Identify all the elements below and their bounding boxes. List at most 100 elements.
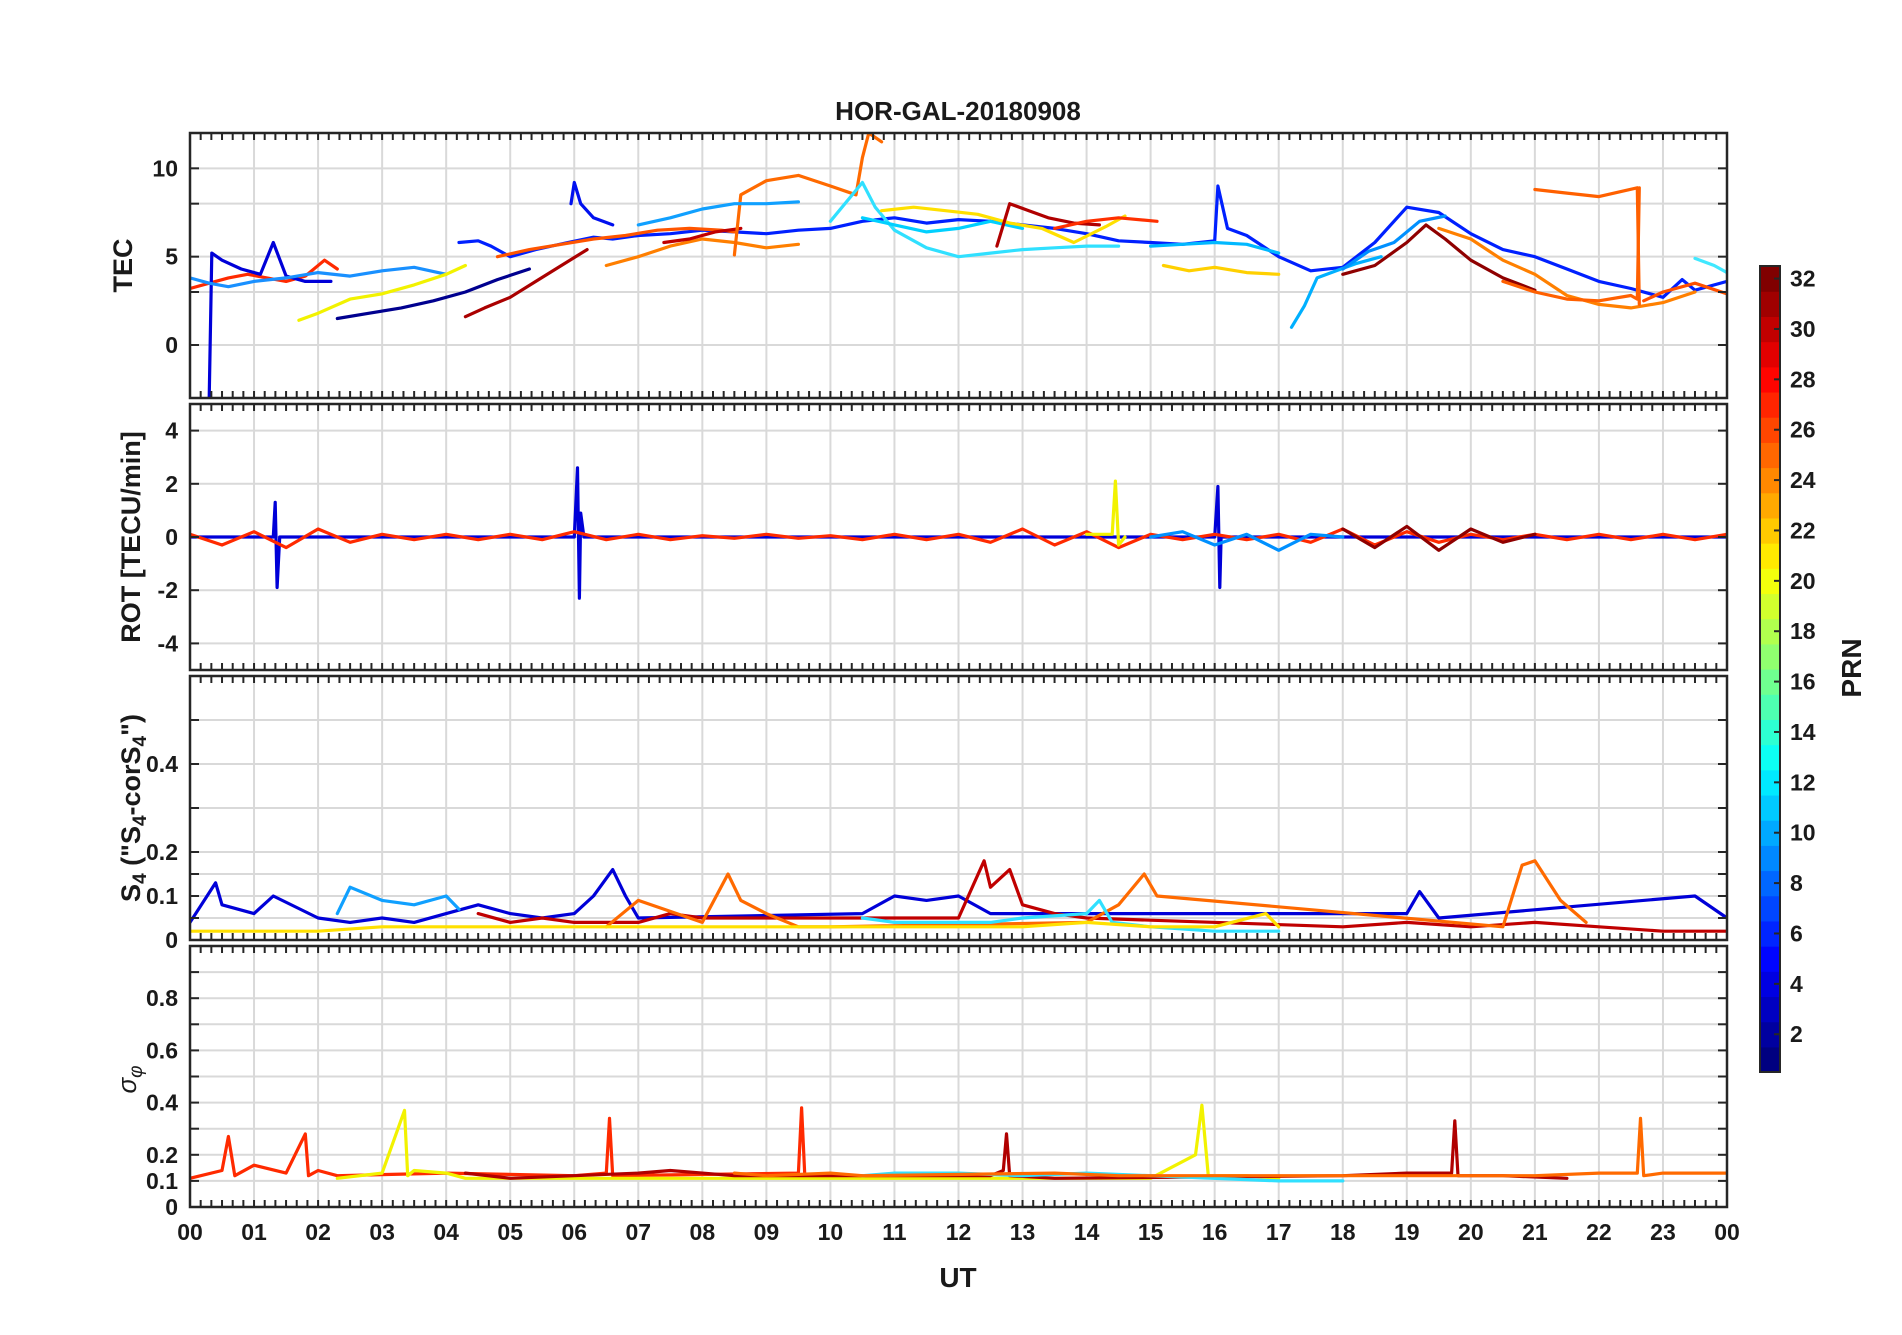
y-axis-label-subscript: φ (126, 1065, 147, 1077)
x-tick-label: 15 (1138, 1219, 1164, 1245)
series-line-prn-11 (1148, 240, 1281, 255)
x-tick-labels: 00 01 02 03 04 05 06 07 08 09 10 11 12 13 14 15 16 17 18 19… (177, 1219, 1740, 1245)
x-tick-label: 09 (754, 1219, 780, 1245)
colorbar-tick-label: 12 (1790, 769, 1816, 795)
colorbar-swatch (1760, 996, 1780, 1023)
colorbar-swatch (1760, 769, 1780, 796)
y-tick-label: 0 (165, 524, 178, 550)
colorbar-tick-label: 32 (1790, 266, 1816, 292)
series-line-prn-13 (1693, 256, 1727, 275)
colorbar-tick-label: 6 (1790, 920, 1803, 946)
colorbar-swatch (1760, 643, 1780, 670)
colorbar-swatch (1760, 1046, 1780, 1073)
series-line-prn-21 (879, 205, 1127, 245)
series-line-prn-25 (732, 133, 884, 257)
colorbar-swatch (1760, 417, 1780, 443)
series-line-prn-10 (1341, 214, 1447, 271)
x-tick-label: 01 (241, 1219, 267, 1245)
colorbar-swatch (1760, 971, 1780, 998)
series-line-prn-30 (463, 1119, 1569, 1180)
series-line-prn-24 (604, 237, 801, 268)
series-line-prn-3 (190, 466, 1727, 600)
colorbar-tick-label: 4 (1790, 971, 1803, 997)
colorbar-tick-label: 20 (1790, 568, 1816, 594)
series-line-prn-30 (476, 859, 1727, 933)
colorbar-swatch (1760, 946, 1780, 972)
series-line-prn-27 (1052, 216, 1159, 230)
colorbar-swatch (1760, 266, 1780, 292)
series-line-prn-9 (636, 200, 801, 227)
colorbar-tick-label: 2 (1790, 1021, 1803, 1047)
x-tick-label: 14 (1074, 1219, 1100, 1245)
colorbar-swatch (1760, 391, 1780, 418)
series-line-prn-13 (860, 1171, 1345, 1183)
colorbar-swatch (1760, 870, 1780, 897)
x-tick-label: 08 (690, 1219, 716, 1245)
colorbar-tick-label: 18 (1790, 618, 1816, 644)
colorbar-swatch (1760, 820, 1780, 846)
series-group (190, 859, 1727, 933)
series-line-prn-25 (1501, 186, 1641, 303)
x-tick-label: 19 (1394, 1219, 1420, 1245)
colorbar-swatch (1760, 618, 1780, 645)
y-tick-label: 0.1 (146, 1168, 178, 1194)
colorbar-swatch (1760, 316, 1780, 343)
series-line-prn-10 (1148, 530, 1345, 552)
x-tick-label: 10 (818, 1219, 844, 1245)
colorbar-swatch (1760, 593, 1780, 620)
series-line-prn-31 (1341, 223, 1537, 292)
x-tick-label: 03 (369, 1219, 395, 1245)
colorbar-swatch (1760, 467, 1780, 494)
y-tick-label: 0.4 (146, 1090, 178, 1116)
colorbar-tick-label: 30 (1790, 316, 1816, 342)
series-line-prn-25 (1533, 186, 1641, 306)
y-tick-label: 0 (165, 332, 178, 358)
colorbar-tick-label: 8 (1790, 870, 1803, 896)
y-axis-label-part: -corS (116, 746, 146, 815)
series-line-prn-12 (860, 216, 1025, 234)
colorbar-tick-label: 16 (1790, 669, 1816, 695)
x-tick-label: 13 (1010, 1219, 1036, 1245)
x-tick-label: 04 (433, 1219, 459, 1245)
y-tick-label: 0.2 (146, 1142, 178, 1168)
x-tick-label: 05 (497, 1219, 523, 1245)
colorbar-swatch (1760, 694, 1780, 720)
series-line-prn-28 (190, 258, 339, 291)
x-tick-label: 12 (946, 1219, 972, 1245)
x-tick-label: 06 (561, 1219, 587, 1245)
x-tick-label: 11 (882, 1219, 907, 1245)
colorbar-tick-label: 10 (1790, 820, 1816, 846)
series-line-prn-31 (463, 248, 589, 319)
series-line-prn-25 (732, 1116, 1727, 1178)
x-axis-label: UT (939, 1262, 976, 1293)
y-axis-label-part: ") (116, 714, 146, 736)
colorbar-tick-label: 22 (1790, 517, 1816, 543)
colorbar-tick-label: 24 (1790, 467, 1816, 493)
colorbar-swatch (1760, 1021, 1780, 1048)
series-line-prn-26 (495, 226, 737, 259)
x-tick-label: 17 (1266, 1219, 1292, 1245)
colorbar-tick-label: 28 (1790, 366, 1816, 392)
series-line-prn-5 (457, 184, 1727, 299)
y-axis-label: σφ (112, 1065, 147, 1093)
colorbar-swatch (1760, 492, 1780, 519)
panel-4: 00.10.2 0.4 0.6 0.8 σφ (112, 944, 1729, 1220)
x-tick-label: 02 (305, 1219, 331, 1245)
colorbar-swatch (1760, 845, 1780, 872)
series-line-prn-24 (1437, 226, 1697, 310)
y-axis-label: ROT [TECU/min] (116, 431, 146, 642)
y-axis-label: S4 ("S4-corS4") (116, 714, 151, 902)
y-axis-label-subscript: 4 (130, 735, 151, 746)
colorbar-label: PRN (1836, 638, 1867, 697)
x-tick-label: 00 (177, 1219, 203, 1245)
y-tick-label: -4 (158, 630, 179, 656)
y-tick-label: 0.1 (146, 883, 178, 909)
series-group (190, 133, 1727, 398)
colorbar-swatch (1760, 568, 1780, 595)
y-axis-label-part: S (116, 884, 146, 902)
series-group (190, 1103, 1727, 1183)
panel-2: -4 -2 0 2 4 ROT [TECU/min] (116, 402, 1729, 672)
